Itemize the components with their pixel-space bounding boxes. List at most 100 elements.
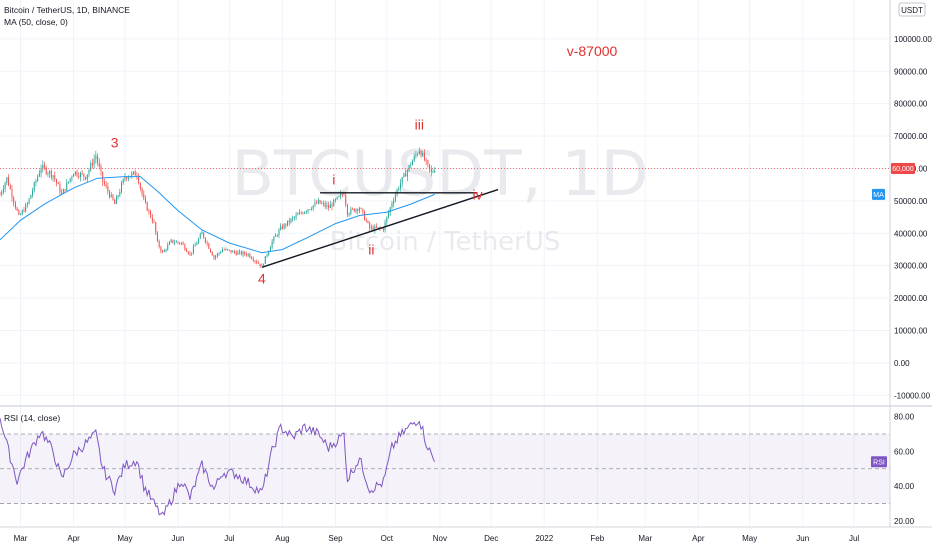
candle-body	[346, 204, 348, 215]
rsi-axis[interactable]: 80.00 60.00 40.00 20.00	[894, 413, 915, 526]
candle-body	[91, 163, 93, 166]
candle-body	[100, 166, 102, 172]
currency-badge[interactable]	[898, 2, 926, 17]
candle	[360, 207, 362, 210]
candle	[105, 180, 107, 189]
candle-body	[62, 189, 64, 194]
candle	[172, 239, 174, 244]
candle-body	[268, 251, 270, 255]
candle-body	[132, 171, 135, 174]
ma-legend[interactable]: MA (50, close, 0)	[4, 17, 68, 27]
candle	[198, 237, 200, 245]
candle	[316, 200, 318, 205]
candle-body	[4, 182, 6, 189]
time-tick-label: Jul	[224, 534, 234, 543]
candle-body	[155, 222, 157, 233]
candle-body	[76, 171, 78, 176]
candle	[78, 172, 80, 180]
candle	[232, 250, 234, 253]
candle-body	[263, 263, 265, 266]
svg-text:MA: MA	[873, 192, 884, 199]
price-tick-label: 10000.00	[894, 326, 928, 335]
candle	[240, 250, 242, 256]
candle	[237, 250, 239, 255]
candle-body	[353, 208, 355, 212]
candle	[199, 232, 201, 240]
candle-body	[40, 168, 42, 174]
candle	[134, 169, 136, 176]
candle-body	[233, 251, 235, 253]
candle-body	[307, 209, 309, 212]
candle-body	[64, 189, 66, 191]
candle	[331, 202, 333, 211]
candle-body	[187, 251, 189, 254]
candle	[283, 223, 285, 230]
candle	[179, 241, 181, 246]
candle	[252, 256, 254, 263]
price-pane[interactable]	[0, 0, 890, 405]
candle	[175, 240, 177, 243]
symbol-title[interactable]: Bitcoin / TetherUS, 1D, BINANCE	[4, 5, 130, 15]
candle	[233, 249, 235, 254]
price-tick-label: 50000.00	[894, 197, 928, 206]
candle-body	[386, 217, 388, 223]
candle	[398, 186, 400, 192]
candle	[196, 241, 198, 246]
time-tick-label: Aug	[275, 534, 289, 543]
candle	[184, 243, 186, 251]
price-tick-label: 90000.00	[894, 67, 928, 76]
candle	[257, 260, 259, 264]
candle	[107, 182, 109, 195]
candle-body	[348, 213, 350, 215]
candle-body	[228, 249, 230, 251]
candle	[269, 245, 271, 252]
candle	[35, 178, 37, 187]
candle	[33, 181, 35, 193]
price-axis[interactable]: 100000.0090000.0080000.0070000.0060000.0…	[894, 35, 932, 400]
candle-body	[334, 199, 336, 201]
time-axis[interactable]: Mar Apr May Jun Jul Aug Sep Oct Nov Dec 2022 Feb Mar…	[14, 534, 860, 543]
candle	[97, 153, 99, 167]
candle-body	[239, 251, 241, 253]
candle-body	[382, 228, 384, 231]
candle-body	[336, 196, 338, 200]
candle-body	[369, 222, 371, 229]
candle-body	[314, 202, 316, 206]
candle-body	[136, 175, 138, 177]
wave-label: 4	[258, 271, 266, 287]
candle-body	[114, 199, 116, 204]
candle-body	[358, 208, 360, 211]
candle	[102, 171, 104, 187]
candle	[32, 187, 34, 198]
candle	[357, 208, 359, 215]
candle	[121, 180, 123, 194]
candle-body	[78, 175, 80, 178]
candle-body	[156, 232, 158, 242]
candle	[297, 212, 299, 216]
candle-body	[143, 194, 145, 199]
candle	[293, 216, 295, 221]
candle-body	[182, 242, 184, 245]
candle	[180, 242, 182, 246]
candle-body	[93, 159, 95, 166]
trendlines[interactable]	[261, 188, 499, 268]
candle	[410, 162, 412, 168]
candle-body	[109, 191, 111, 198]
candle-body	[364, 211, 366, 221]
candle-body	[399, 183, 402, 189]
candle	[362, 208, 364, 215]
candle-body	[102, 171, 104, 182]
candle-body	[405, 173, 407, 177]
candle-body	[264, 256, 266, 264]
candle	[259, 263, 261, 268]
candle-body	[98, 162, 100, 167]
rsi-pane[interactable]	[0, 408, 890, 526]
rsi-legend[interactable]: RSI (14, close)	[4, 413, 60, 423]
candle	[210, 248, 212, 253]
candle	[194, 242, 196, 247]
candle	[292, 215, 294, 222]
candle	[204, 237, 206, 244]
candle	[71, 175, 73, 182]
candle-body	[257, 262, 259, 264]
